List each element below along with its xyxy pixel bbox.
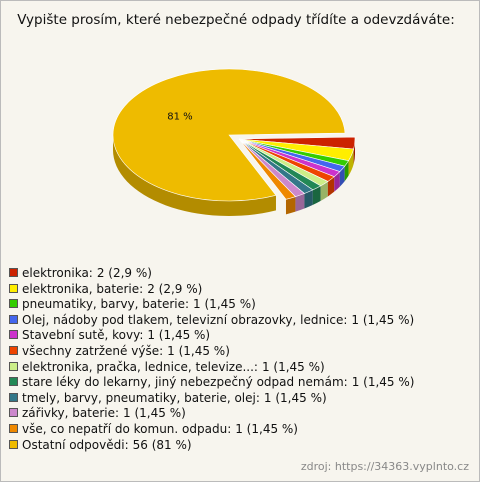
legend-entry: pneumatiky, barvy, baterie 1 (1,45 %) (9, 297, 414, 313)
slice (238, 138, 296, 200)
slice-side (348, 149, 354, 176)
legend-swatch (9, 361, 18, 371)
legend-label: stare léky do lekarny, jiný nebezpečný o… (22, 375, 348, 389)
legend-value: 1 (1,45 %) (147, 328, 211, 343)
legend-swatch (9, 408, 18, 418)
legend-label: elektronika, pračka, lednice, televize..… (22, 360, 258, 374)
legend-entry: elektronika, baterie 2 (2,9 %) (9, 282, 414, 298)
legend-entry: všechny zatržené výše 1 (1,45 %) (9, 344, 414, 360)
legend-swatch (9, 299, 18, 309)
legend-entry: Ostatní odpovědi56 (81 %) (9, 438, 414, 454)
slice-side (312, 185, 321, 205)
legend-label: elektronika (22, 266, 93, 280)
source: zdroj: https://34363.vyplnto.cz (300, 460, 469, 473)
legend-label: vše, co nepatří do komun. odpadu (22, 422, 231, 436)
legend-swatch (9, 330, 18, 340)
legend-value: 56 (81 %) (132, 437, 192, 452)
slice-side (327, 176, 335, 197)
slice-side (334, 171, 340, 192)
slice-side (113, 135, 276, 217)
legend-entry: Stavební sutě, kovy 1 (1,45 %) (9, 328, 414, 344)
legend-swatch (9, 377, 18, 387)
legend-swatch (9, 423, 18, 433)
legend-value: 1 (1,45 %) (193, 297, 256, 312)
legend-label: Ostatní odpovědi (22, 438, 129, 452)
legend-value: 1 (1,45 %) (167, 343, 230, 358)
slice-side (344, 160, 349, 182)
legend-label: tmely, barvy, pneumatiky, baterie, olej (22, 391, 260, 405)
legend-value: 1 (1,45 %) (351, 312, 415, 327)
legend-swatch (9, 314, 18, 324)
legend-value: 2 (2,9 %) (147, 281, 203, 296)
legend-swatch (9, 392, 18, 402)
legend-value: 2 (2,9 %) (96, 266, 152, 280)
legend-label: Olej, nádoby pod tlakem, televizní obraz… (22, 313, 347, 327)
legend-label: všechny zatržené výše (22, 344, 163, 358)
slice-side (295, 193, 305, 212)
legend-value: 1 (1,45 %) (123, 406, 186, 421)
pie-area: Vypište prosím, které nebezpečné odpady … (17, 12, 455, 217)
legend: elektronika2 (2,9 %)elektronika, baterie… (9, 266, 414, 453)
legend-label: pneumatiky, barvy, baterie (22, 297, 189, 311)
legend-entry: vše, co nepatří do komun. odpadu 1 (1,45 … (9, 422, 414, 438)
slice-side (339, 166, 345, 187)
legend-swatch (9, 439, 18, 449)
legend-entry: tmely, barvy, pneumatiky, baterie, olej1… (9, 391, 414, 407)
legend-entry: Olej, nádoby pod tlakem, televizní obraz… (9, 313, 414, 329)
legend-label: Stavební sutě, kovy (22, 328, 143, 342)
legend-value: 1 (1,45 %) (351, 375, 415, 390)
slice (112, 68, 346, 202)
slice-label: 81 % (167, 111, 192, 122)
legend-swatch (9, 268, 18, 277)
legend-label: elektronika, baterie (22, 282, 143, 296)
legend-entry: zářivky, baterie 1 (1,45 %) (9, 406, 414, 422)
legend-entry: elektronika2 (2,9 %) (9, 266, 414, 282)
legend-swatch (9, 283, 18, 293)
legend-entry: elektronika, pračka, lednice, televize..… (9, 360, 414, 376)
slice-side (304, 189, 313, 209)
legend-entry: stare léky do lekarny, jiný nebezpečný o… (9, 375, 414, 391)
slice-side (320, 181, 328, 201)
chart-title: Vypište prosím, které nebezpečné odpady … (17, 12, 455, 28)
legend-value: 1 (1,45 %) (235, 421, 298, 436)
legend-value: 1 (1,45 %) (263, 390, 327, 405)
legend-value: 1 (1,45 %) (261, 359, 325, 374)
slice-side (285, 196, 296, 215)
legend-swatch (9, 345, 18, 355)
legend-label: zářivky, baterie (22, 406, 119, 420)
